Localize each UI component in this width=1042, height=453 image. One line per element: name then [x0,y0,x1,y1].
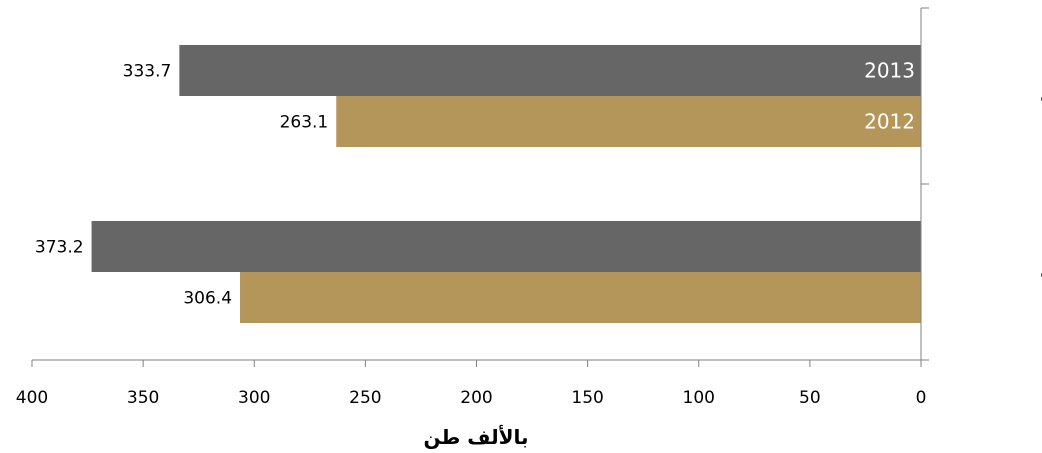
bar-2013-2 [91,221,922,272]
axes-group: الصادرات الواردات 0 50 100 150 200 250 300 350 400 [16,7,1042,408]
value-label-2013-2: 373.2 [35,238,84,258]
value-tick-label: 150 [571,388,603,408]
category-label-2: الواردات [1040,260,1042,284]
bar-2012-1 [336,96,921,147]
value-tick-label: 200 [460,388,492,408]
value-tick-label: 300 [238,388,270,408]
value-labels-group: 333.7 2013 263.1 2012 373.2 306.4 [35,59,915,309]
series-label-2013: 2013 [864,59,915,83]
value-tick-label: 400 [16,388,48,408]
bar-2012-2 [240,272,921,323]
value-label-2012-2: 306.4 [183,289,232,309]
series-label-2012: 2012 [864,110,915,134]
category-label-1: الصادرات [1040,84,1042,108]
value-tick-label: 0 [916,388,927,408]
bars-group [91,45,922,323]
value-label-2013-1: 333.7 [123,62,172,82]
value-tick-label: 50 [799,388,821,408]
value-tick-label: 350 [127,388,159,408]
x-axis-title: بالألف طن [423,424,528,449]
value-label-2012-1: 263.1 [280,113,329,133]
value-tick-label: 250 [349,388,381,408]
bar-2013-1 [179,45,921,96]
value-tick-label: 100 [683,388,715,408]
